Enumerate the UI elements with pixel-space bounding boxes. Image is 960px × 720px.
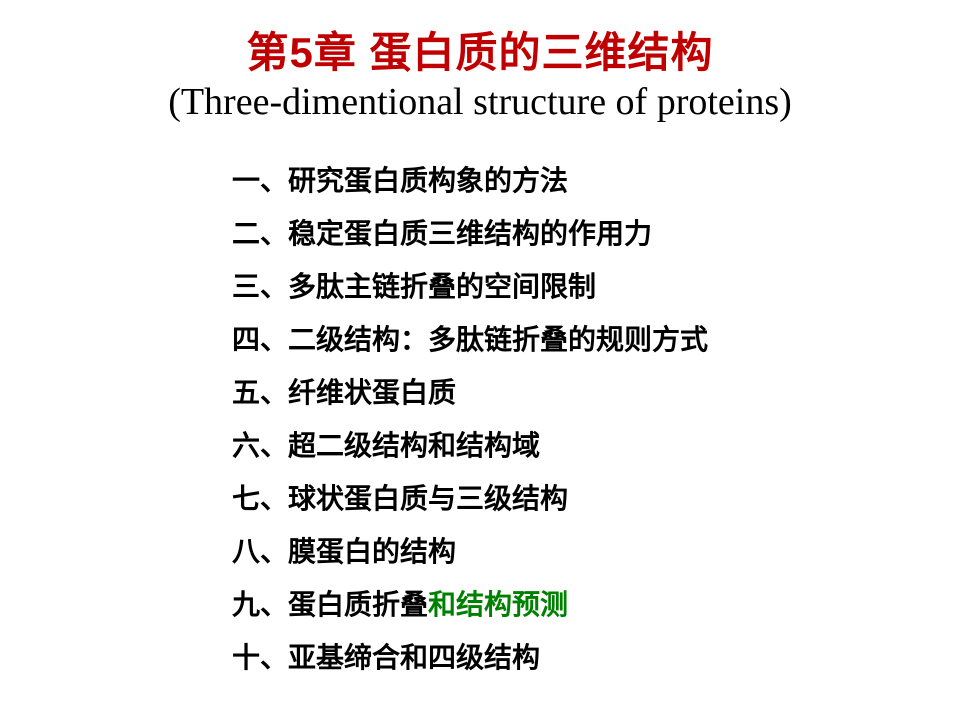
toc-item-7: 七、球状蛋白质与三级结构 [232, 472, 960, 525]
toc-item-1: 一、研究蛋白质构象的方法 [232, 154, 960, 207]
slide-container: 第5章 蛋白质的三维结构 (Three-dimentional structur… [0, 0, 960, 720]
toc-item-4: 四、二级结构：多肽链折叠的规则方式 [232, 313, 960, 366]
toc-item-10: 十、亚基缔合和四级结构 [232, 631, 960, 684]
toc-item-3: 三、多肽主链折叠的空间限制 [232, 260, 960, 313]
table-of-contents: 一、研究蛋白质构象的方法 二、稳定蛋白质三维结构的作用力 三、多肽主链折叠的空间… [232, 154, 960, 684]
toc-item-6: 六、超二级结构和结构域 [232, 419, 960, 472]
toc-item-8: 八、膜蛋白的结构 [232, 525, 960, 578]
toc-item-2: 二、稳定蛋白质三维结构的作用力 [232, 207, 960, 260]
chapter-title-english: (Three-dimentional structure of proteins… [0, 80, 960, 126]
toc-item-9-part-b: 和结构预测 [428, 589, 568, 620]
chapter-title-chinese: 第5章 蛋白质的三维结构 [0, 28, 960, 78]
toc-item-9-part-a: 九、蛋白质折叠 [232, 589, 428, 620]
toc-item-9: 九、蛋白质折叠和结构预测 [232, 578, 960, 631]
toc-item-5: 五、纤维状蛋白质 [232, 366, 960, 419]
